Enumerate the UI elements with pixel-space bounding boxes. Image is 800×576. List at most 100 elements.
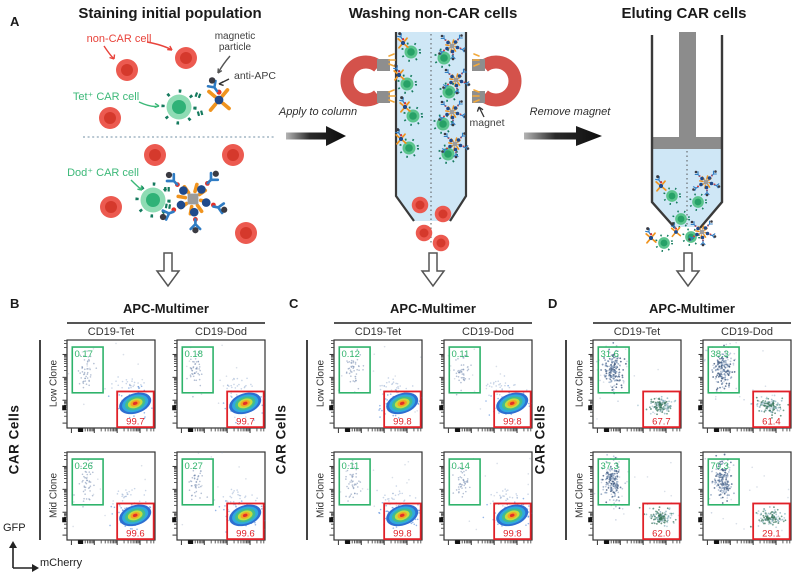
non-car-cell-label: non-CAR cell xyxy=(86,33,152,45)
green-gate xyxy=(448,458,481,506)
green-gate-value: 31.6 xyxy=(600,349,619,360)
red-gate-value: 99.6 xyxy=(236,529,255,540)
panel-a-label: A xyxy=(10,14,20,29)
green-gate-value: 0.17 xyxy=(74,349,93,360)
tet-car-cell-label: Tet⁺ CAR cell xyxy=(72,91,140,103)
plunger-rod xyxy=(679,32,696,139)
flow-plot-B-mid-cd19-tet: 0.26 99.6 xyxy=(62,451,156,545)
red-gate-value: 99.7 xyxy=(126,417,145,428)
car-cells-bracket-line xyxy=(39,340,41,540)
apc-multimer-title: APC-Multimer xyxy=(390,301,476,316)
panel-b-label: B xyxy=(10,296,20,311)
flow-plot-B-mid-cd19-dod: 0.27 99.6 xyxy=(172,451,266,545)
green-gate xyxy=(181,458,214,506)
green-gate xyxy=(71,346,104,394)
green-gate-value: 0.12 xyxy=(341,349,360,360)
flow-plot-D-low-cd19-dod: 38.3 61.4 xyxy=(698,339,792,433)
green-gate-value: 38.3 xyxy=(710,349,729,360)
column-fluid xyxy=(395,32,467,221)
y-axis-label: GFP xyxy=(3,522,26,534)
car-cells-axis-label: CAR Cells xyxy=(273,404,289,475)
workflow-illustration xyxy=(83,32,724,287)
column-label-cd19-tet: CD19-Tet xyxy=(87,326,135,338)
flow-plot-D-mid-cd19-dod: 70.3 29.1 xyxy=(698,451,792,545)
flow-plot-D-mid-cd19-tet: 37.3 62.0 xyxy=(588,451,682,545)
magnet-label: magnet xyxy=(469,117,505,129)
red-gate-value: 67.7 xyxy=(652,417,671,428)
annotation-arrows xyxy=(103,41,231,191)
green-gate xyxy=(338,346,371,394)
red-gate-value: 99.8 xyxy=(503,417,522,428)
green-gate-value: 70.3 xyxy=(710,461,729,472)
remove-magnet-label: Remove magnet xyxy=(529,106,611,118)
staining-diagram xyxy=(83,41,274,244)
green-gate xyxy=(707,458,740,506)
row-label-mid-clone: Mid Clone xyxy=(315,472,327,519)
column-label-cd19-dod: CD19-Dod xyxy=(195,326,247,338)
red-gate-value: 99.8 xyxy=(393,529,412,540)
red-gate-value: 99.8 xyxy=(393,417,412,428)
green-gate xyxy=(448,346,481,394)
column-walls xyxy=(394,32,468,222)
red-gate xyxy=(642,502,681,541)
apply-to-column-label: Apply to column xyxy=(278,106,358,118)
panel-d-label: D xyxy=(548,296,558,311)
column-label-cd19-dod: CD19-Dod xyxy=(462,326,514,338)
magnetic-particle-label: magnetic particle xyxy=(214,31,256,53)
apply-to-column-arrow-icon xyxy=(286,126,346,146)
apc-multimer-underline xyxy=(334,322,532,324)
anti-apc-label: anti-APC xyxy=(233,70,276,82)
green-gate-value: 0.27 xyxy=(184,461,203,472)
red-gate xyxy=(493,502,532,541)
apc-multimer-title: APC-Multimer xyxy=(123,301,209,316)
column-label-cd19-dod: CD19-Dod xyxy=(721,326,773,338)
green-gate xyxy=(707,346,740,394)
flow-plot-B-low-cd19-tet: 0.17 99.7 xyxy=(62,339,156,433)
column-label-cd19-tet: CD19-Tet xyxy=(354,326,402,338)
panel-c-label: C xyxy=(289,296,299,311)
step-title-washing: Washing non-CAR cells xyxy=(348,5,518,22)
red-gate-value: 99.7 xyxy=(236,417,255,428)
red-gate xyxy=(226,502,265,541)
x-axis-label: mCherry xyxy=(40,557,83,569)
apc-multimer-title: APC-Multimer xyxy=(649,301,735,316)
green-gate xyxy=(597,458,630,506)
car-cells-axis-label: CAR Cells xyxy=(532,404,548,475)
apc-multimer-underline xyxy=(593,322,791,324)
red-gate-value: 99.6 xyxy=(126,529,145,540)
flow-plot-C-low-cd19-tet: 0.12 99.8 xyxy=(329,339,423,433)
flow-plot-C-mid-cd19-tet: 0.11 99.8 xyxy=(329,451,423,545)
red-gate-value: 29.1 xyxy=(762,529,781,540)
remove-magnet-arrow-icon xyxy=(524,126,602,146)
red-gate xyxy=(116,502,155,541)
column-label-cd19-tet: CD19-Tet xyxy=(613,326,661,338)
row-label-low-clone: Low Clone xyxy=(48,359,60,408)
row-label-mid-clone: Mid Clone xyxy=(48,472,60,519)
green-gate xyxy=(338,458,371,506)
flow-plot-C-mid-cd19-dod: 0.14 99.8 xyxy=(439,451,533,545)
red-gate xyxy=(752,502,791,541)
green-gate-value: 0.26 xyxy=(74,461,93,472)
red-gate xyxy=(642,390,681,429)
green-gate xyxy=(597,346,630,394)
eluting-syringe-diagram xyxy=(645,32,724,253)
red-gate-value: 61.4 xyxy=(762,417,781,428)
red-gate xyxy=(383,502,422,541)
flow-plot-D-low-cd19-tet: 31.6 67.7 xyxy=(588,339,682,433)
flow-plot-C-low-cd19-dod: 0.11 99.8 xyxy=(439,339,533,433)
red-gate xyxy=(116,390,155,429)
flow-plot-B-low-cd19-dod: 0.18 99.7 xyxy=(172,339,266,433)
car-cells-axis-label: CAR Cells xyxy=(6,404,22,475)
row-label-mid-clone: Mid Clone xyxy=(574,472,586,519)
red-gate-value: 99.8 xyxy=(503,529,522,540)
syringe-walls xyxy=(650,35,724,229)
green-gate xyxy=(181,346,214,394)
car-cells-bracket-line xyxy=(306,340,308,540)
red-gate xyxy=(226,390,265,429)
green-gate xyxy=(71,458,104,506)
row-label-low-clone: Low Clone xyxy=(574,359,586,408)
red-gate xyxy=(493,390,532,429)
washing-column-diagram xyxy=(347,32,515,252)
